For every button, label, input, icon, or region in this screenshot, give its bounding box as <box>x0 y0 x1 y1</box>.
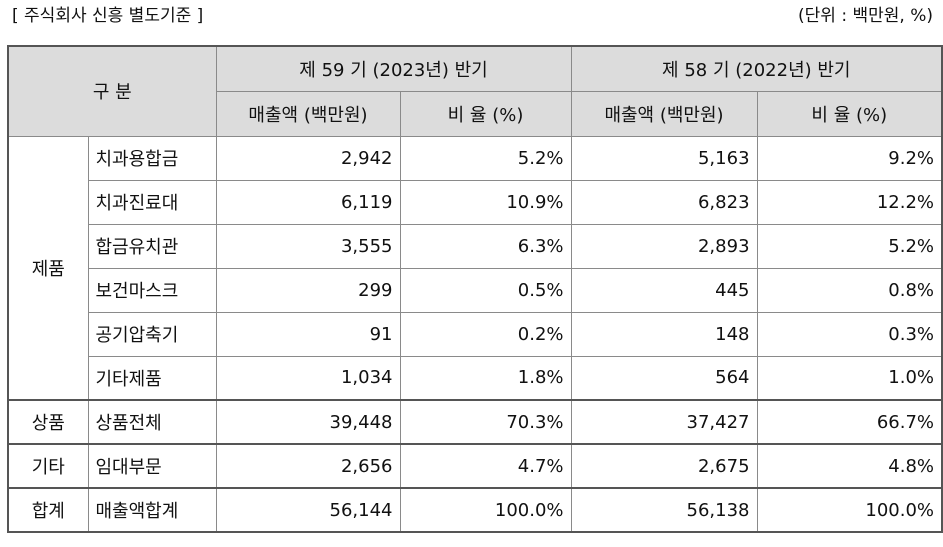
item-cell: 매출액합계 <box>87 487 217 533</box>
table-caption: [ 주식회사 신흥 별도기준 ] <box>12 6 204 26</box>
ratio-59-cell: 4.7% <box>399 443 572 489</box>
ratio-59-cell: 0.2% <box>399 311 572 357</box>
sales-58-cell: 2,675 <box>570 443 758 489</box>
ratio-58-cell: 12.2% <box>756 179 943 225</box>
ratio-58-cell: 66.7% <box>756 399 943 445</box>
header-period-59: 제 59 기 (2023년) 반기 <box>215 45 572 92</box>
ratio-58-cell: 4.8% <box>756 443 943 489</box>
item-cell: 치과진료대 <box>87 179 217 225</box>
sales-58-cell: 445 <box>570 267 758 313</box>
sales-59-cell: 2,656 <box>215 443 401 489</box>
category-cell: 제품 <box>7 135 89 401</box>
ratio-58-cell: 5.2% <box>756 223 943 269</box>
ratio-59-cell: 0.5% <box>399 267 572 313</box>
category-cell: 기타 <box>7 443 89 489</box>
table-body: 제품 치과용합금 2,942 5.2% 5,163 9.2% 치과진료대 6,119 10.9%… <box>7 135 943 533</box>
ratio-58-cell: 9.2% <box>756 135 943 181</box>
header-gubun: 구 분 <box>7 45 217 137</box>
item-cell: 합금유치관 <box>87 223 217 269</box>
table-row: 합계 매출액합계 56,144 100.0% 56,138 100.0% <box>7 487 943 533</box>
header-ratio-58: 비 율 (%) <box>756 90 943 137</box>
unit-note: (단위 : 백만원, %) <box>798 6 933 26</box>
item-cell: 기타제품 <box>87 355 217 401</box>
header-period-58: 제 58 기 (2022년) 반기 <box>570 45 943 92</box>
ratio-59-cell: 100.0% <box>399 487 572 533</box>
ratio-59-cell: 70.3% <box>399 399 572 445</box>
sales-59-cell: 2,942 <box>215 135 401 181</box>
category-cell: 상품 <box>7 399 89 445</box>
sales-59-cell: 56,144 <box>215 487 401 533</box>
item-cell: 공기압축기 <box>87 311 217 357</box>
item-cell: 임대부문 <box>87 443 217 489</box>
table-row: 공기압축기 91 0.2% 148 0.3% <box>8 311 943 357</box>
table-row: 보건마스크 299 0.5% 445 0.8% <box>8 267 943 313</box>
table-row: 상품 상품전체 39,448 70.3% 37,427 66.7% <box>7 399 943 445</box>
sales-58-cell: 564 <box>570 355 758 401</box>
sales-58-cell: 56,138 <box>570 487 758 533</box>
ratio-58-cell: 100.0% <box>756 487 943 533</box>
sales-58-cell: 148 <box>570 311 758 357</box>
table-row: 합금유치관 3,555 6.3% 2,893 5.2% <box>8 223 943 269</box>
header-ratio-59: 비 율 (%) <box>399 90 572 137</box>
sales-58-cell: 2,893 <box>570 223 758 269</box>
item-cell: 보건마스크 <box>87 267 217 313</box>
header-sales-58: 매출액 (백만원) <box>570 90 758 137</box>
ratio-58-cell: 0.8% <box>756 267 943 313</box>
sales-58-cell: 37,427 <box>570 399 758 445</box>
item-cell: 상품전체 <box>87 399 217 445</box>
table-row: 치과진료대 6,119 10.9% 6,823 12.2% <box>8 179 943 225</box>
table-row: 기타 임대부문 2,656 4.7% 2,675 4.8% <box>7 443 943 489</box>
sales-59-cell: 6,119 <box>215 179 401 225</box>
sales-58-cell: 6,823 <box>570 179 758 225</box>
table-row: 기타제품 1,034 1.8% 564 1.0% <box>8 355 943 401</box>
category-cell: 합계 <box>7 487 89 533</box>
sales-59-cell: 299 <box>215 267 401 313</box>
sales-table: 구 분 제 59 기 (2023년) 반기 제 58 기 (2022년) 반기 … <box>7 45 943 533</box>
header-sales-59: 매출액 (백만원) <box>215 90 401 137</box>
ratio-58-cell: 1.0% <box>756 355 943 401</box>
sales-59-cell: 39,448 <box>215 399 401 445</box>
table-header: 구 분 제 59 기 (2023년) 반기 제 58 기 (2022년) 반기 … <box>7 45 943 137</box>
ratio-58-cell: 0.3% <box>756 311 943 357</box>
sales-59-cell: 1,034 <box>215 355 401 401</box>
sales-58-cell: 5,163 <box>570 135 758 181</box>
ratio-59-cell: 1.8% <box>399 355 572 401</box>
ratio-59-cell: 6.3% <box>399 223 572 269</box>
sales-59-cell: 91 <box>215 311 401 357</box>
sales-59-cell: 3,555 <box>215 223 401 269</box>
ratio-59-cell: 10.9% <box>399 179 572 225</box>
item-cell: 치과용합금 <box>87 135 217 181</box>
table-row: 제품 치과용합금 2,942 5.2% 5,163 9.2% <box>7 135 943 401</box>
ratio-59-cell: 5.2% <box>399 135 572 181</box>
